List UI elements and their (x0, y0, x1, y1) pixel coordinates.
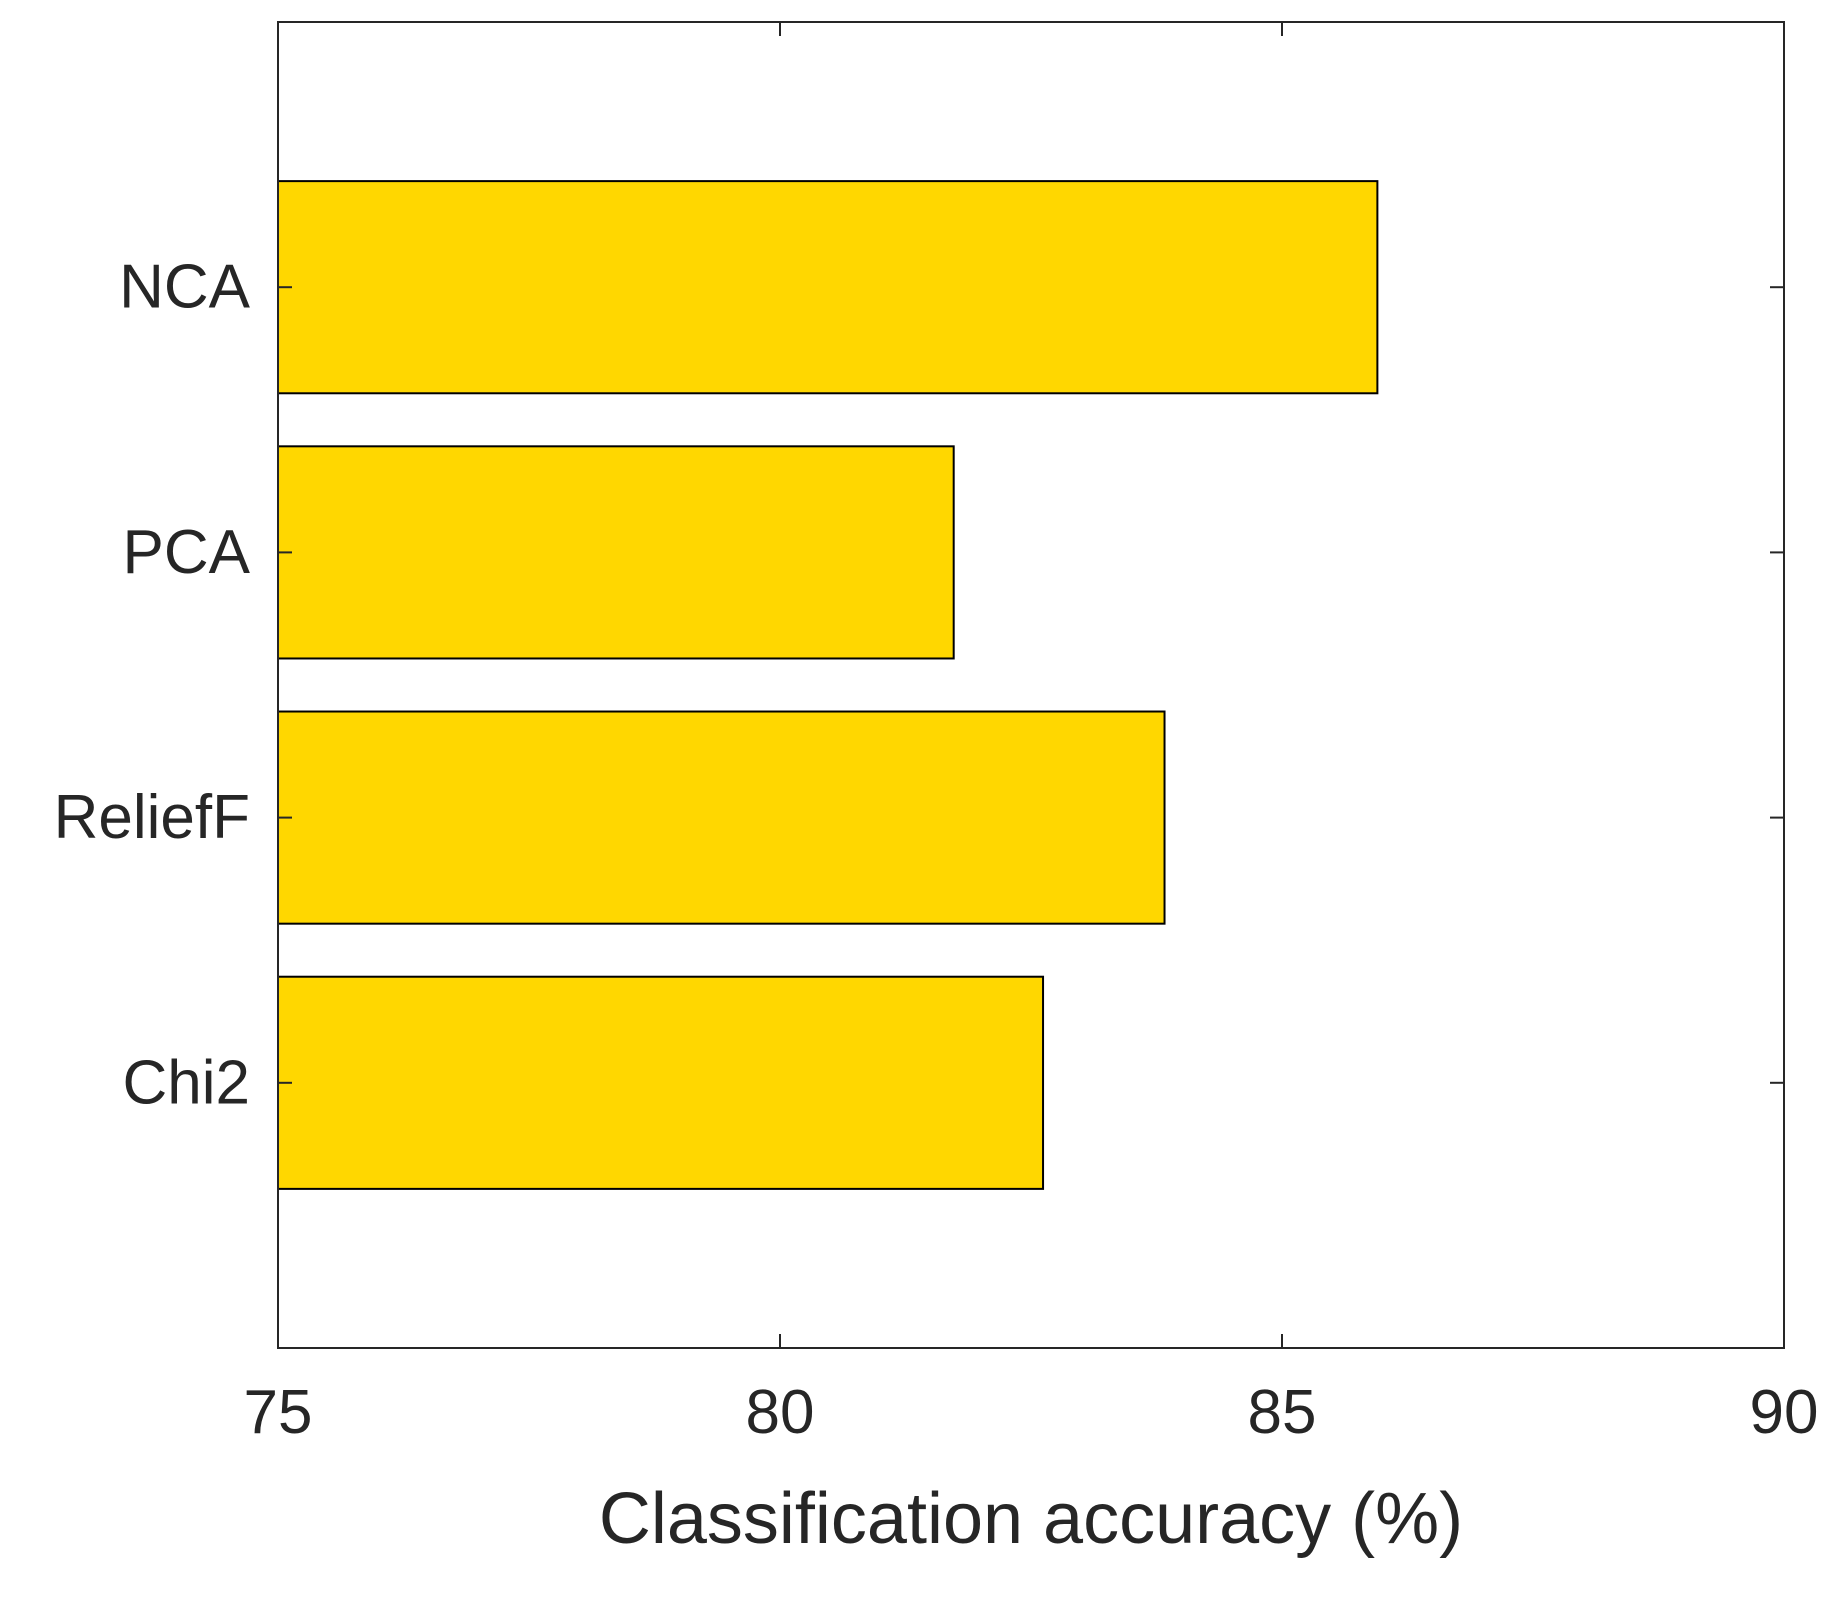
bar-chi2 (277, 975, 1045, 1190)
y-tick-label: Chi2 (122, 1048, 250, 1117)
labels-layer: NCA PCA ReliefF Chi2 75 80 85 90 (54, 253, 1819, 1447)
bars-layer (277, 180, 1379, 1190)
x-tick-label: 75 (244, 1378, 313, 1447)
bar-relieff (277, 710, 1166, 925)
x-tick-label: 85 (1248, 1378, 1317, 1447)
x-axis-label: Classification accuracy (%) (599, 1479, 1463, 1559)
plot-frame (277, 21, 1785, 1349)
y-tick-label: NCA (119, 253, 251, 322)
y-tick-label: PCA (123, 518, 251, 587)
ticks-layer (277, 22, 1785, 1348)
bar-pca (277, 445, 955, 660)
y-tick-label: ReliefF (54, 783, 250, 852)
x-tick-label: 80 (746, 1378, 815, 1447)
bar-nca (277, 180, 1379, 395)
x-tick-label: 90 (1750, 1378, 1819, 1447)
